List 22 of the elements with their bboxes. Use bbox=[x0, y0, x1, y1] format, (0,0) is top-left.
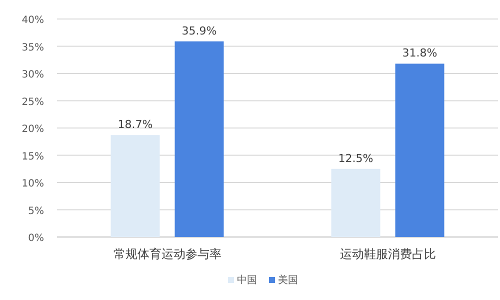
x-tick-label: 运动鞋服消费占比 bbox=[340, 247, 436, 261]
bar: 31.8% bbox=[395, 46, 444, 237]
x-tick-label: 常规体育运动参与率 bbox=[113, 247, 222, 261]
legend-label: 中国 bbox=[237, 274, 257, 286]
y-tick-label: 15% bbox=[22, 151, 44, 162]
y-tick-label: 25% bbox=[22, 96, 44, 108]
y-tick-label: 20% bbox=[22, 124, 44, 135]
legend-label: 美国 bbox=[278, 274, 298, 286]
data-label: 12.5% bbox=[338, 152, 374, 165]
bar: 18.7% bbox=[110, 118, 160, 237]
y-tick-label: 5% bbox=[28, 206, 44, 217]
data-label: 31.8% bbox=[402, 46, 438, 60]
bar: 35.9% bbox=[174, 24, 224, 237]
bar: 12.5% bbox=[331, 152, 380, 237]
bar bbox=[331, 168, 380, 237]
data-label: 35.9% bbox=[182, 24, 217, 38]
y-tick-label: 0% bbox=[28, 233, 44, 244]
y-tick-label: 30% bbox=[22, 70, 44, 80]
data-label: 18.7% bbox=[118, 118, 153, 132]
y-tick-label: 10% bbox=[22, 178, 44, 190]
y-tick-label: 35% bbox=[22, 42, 44, 54]
y-tick-label: 40% bbox=[22, 15, 44, 26]
